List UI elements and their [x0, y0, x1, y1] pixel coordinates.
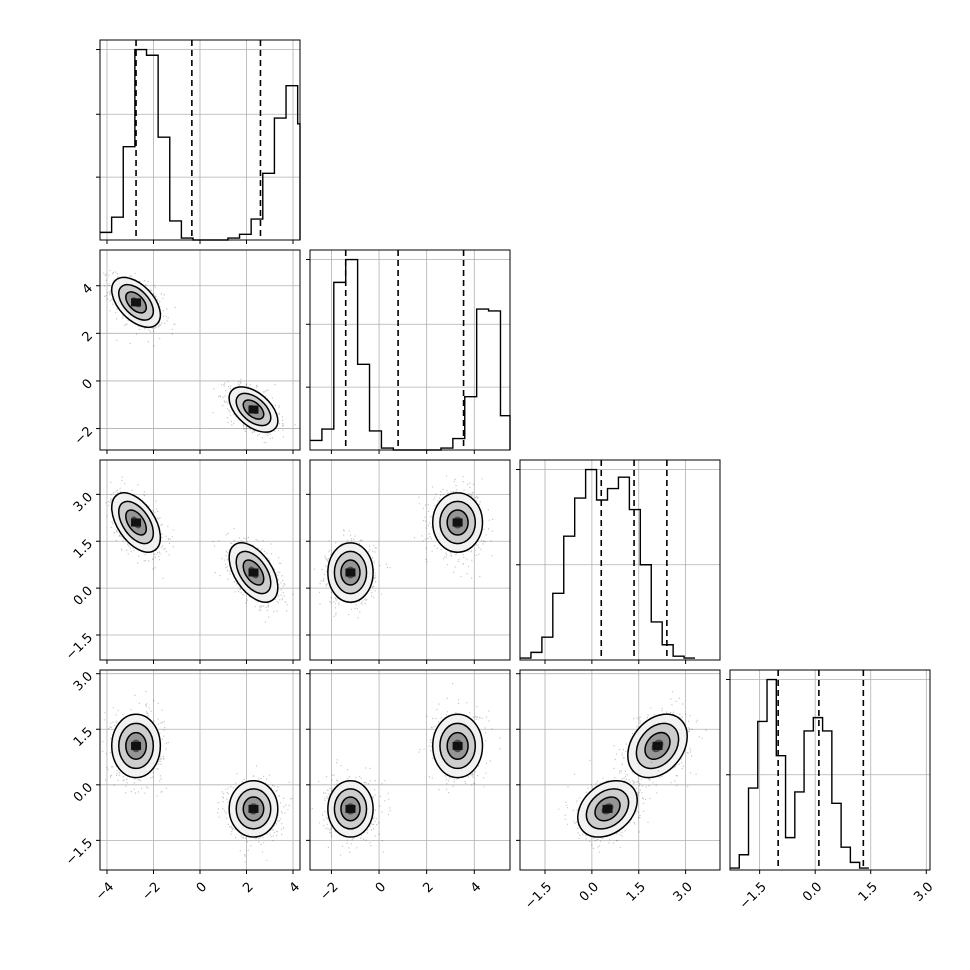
histogram-line	[730, 678, 869, 869]
x-tick-label: 1.5	[624, 880, 649, 905]
density-panel-2-1	[306, 459, 511, 664]
y-tick-label: −1.5	[63, 836, 96, 869]
axes-frame	[309, 249, 511, 451]
x-tick-label: 4	[468, 880, 484, 896]
hist-panel-3	[726, 669, 931, 874]
axes-frame	[309, 459, 511, 661]
density-peak	[452, 741, 463, 750]
panel-contents	[100, 250, 300, 450]
y-tick-label: 0.0	[71, 584, 96, 609]
x-tick-label: 0	[194, 880, 210, 896]
y-tick-label: −1.5	[63, 630, 96, 663]
x-tick-label: 3.0	[911, 880, 936, 905]
panel-contents	[100, 670, 300, 870]
histogram-line	[520, 468, 695, 659]
x-tick-label: 2	[420, 880, 436, 896]
y-tick-label: 1.5	[71, 537, 96, 562]
density-peak	[452, 518, 463, 527]
panel-contents	[310, 460, 510, 660]
x-tick-label: 0.0	[577, 880, 602, 905]
density-peak	[602, 804, 613, 813]
x-tick-label: 3.0	[671, 880, 696, 905]
density-peak	[131, 298, 142, 307]
y-tick-label: −2	[72, 424, 96, 448]
y-tick-label: 3.0	[71, 669, 96, 694]
panel-contents	[100, 460, 300, 660]
panel-contents	[310, 670, 510, 870]
x-tick-label: −2	[317, 880, 341, 904]
axes-frame	[729, 669, 931, 871]
y-tick-label: 0.0	[71, 780, 96, 805]
x-tick-label: 4	[287, 880, 303, 896]
density-panel-2-0	[96, 459, 301, 664]
y-tick-label: 0	[80, 376, 96, 392]
density-peak	[248, 568, 259, 577]
panel-contents	[520, 670, 720, 870]
density-peak	[345, 804, 356, 813]
density-peak	[131, 741, 142, 750]
scatter-points	[313, 529, 391, 619]
x-tick-label: 2	[240, 880, 256, 896]
x-tick-label: −1.5	[522, 880, 555, 913]
density-panel-3-2	[516, 669, 721, 874]
x-tick-label: −4	[93, 880, 117, 904]
density-panel-3-0	[96, 669, 301, 874]
x-tick-label: −1.5	[737, 880, 770, 913]
axes-frame	[519, 669, 721, 871]
density-peak	[652, 741, 663, 750]
x-tick-label: 0	[373, 880, 389, 896]
hist-panel-0	[96, 39, 301, 244]
hist-panel-2	[516, 459, 721, 664]
y-tick-label: 1.5	[71, 725, 96, 750]
y-tick-label: 2	[80, 329, 96, 345]
density-panel-3-1	[306, 669, 511, 874]
axes-frame	[309, 669, 511, 871]
y-tick-label: 3.0	[71, 490, 96, 515]
density-panel-1-0	[96, 249, 301, 454]
histogram-line	[310, 258, 511, 451]
axes-frame	[519, 459, 721, 661]
y-tick-label: 4	[80, 281, 96, 297]
density-peak	[345, 568, 356, 577]
x-tick-label: 1.5	[856, 880, 881, 905]
density-peak	[131, 518, 142, 527]
hist-panel-1	[306, 249, 511, 454]
density-peak	[248, 804, 259, 813]
density-peak	[248, 405, 259, 414]
x-tick-label: −2	[140, 880, 164, 904]
scatter-points	[217, 765, 293, 863]
x-tick-label: 0.0	[800, 880, 825, 905]
